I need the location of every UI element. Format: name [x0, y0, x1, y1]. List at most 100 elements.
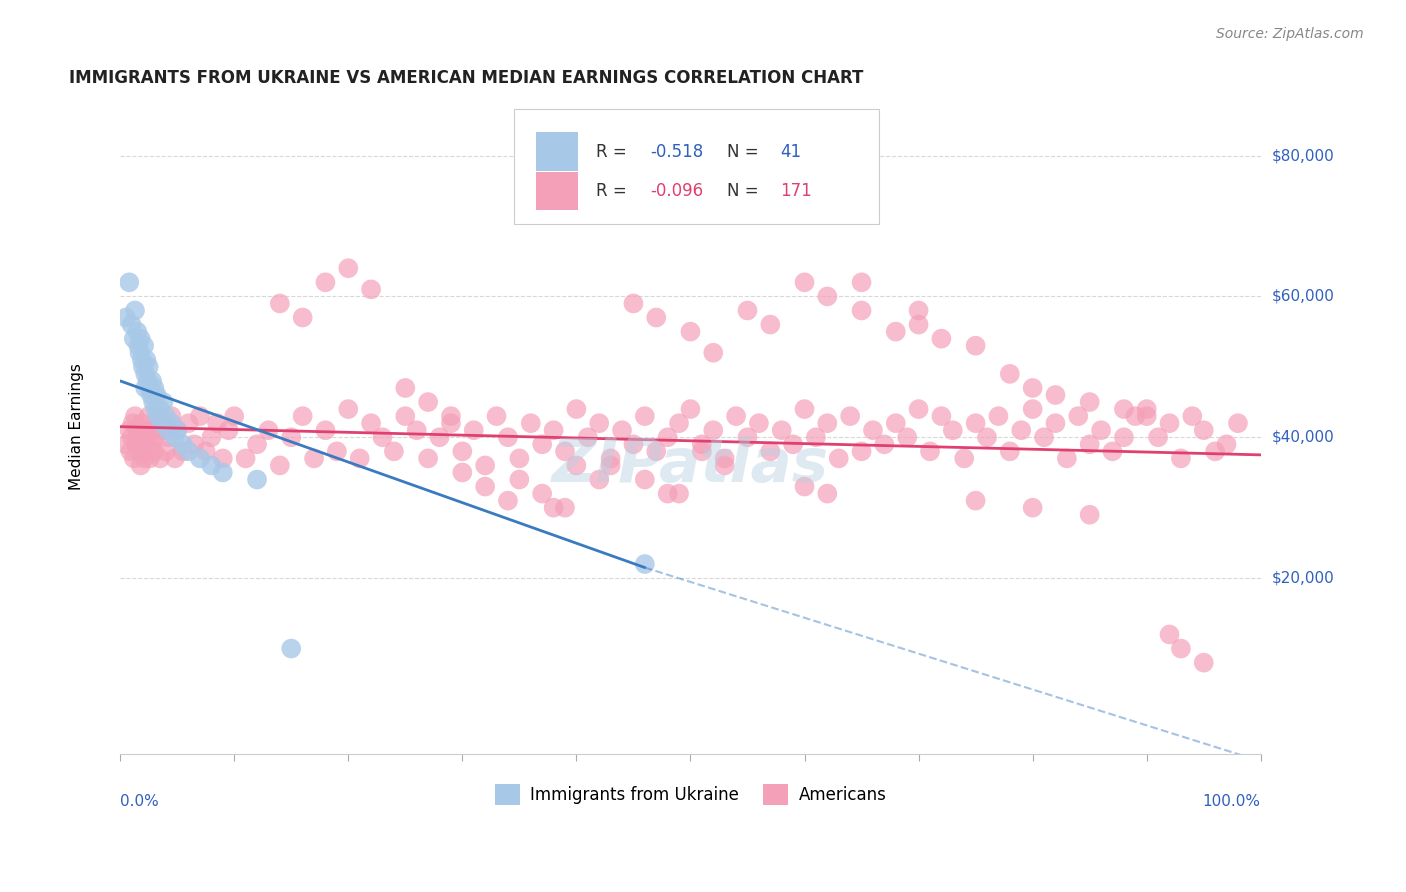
Point — [291, 409, 314, 424]
Point — [474, 479, 496, 493]
Point — [155, 444, 177, 458]
Point — [139, 451, 162, 466]
Point — [531, 486, 554, 500]
Point — [862, 423, 884, 437]
Point — [1078, 395, 1101, 409]
Point — [120, 444, 142, 458]
Text: $60,000: $60,000 — [1272, 289, 1334, 304]
Point — [657, 486, 679, 500]
Point — [953, 451, 976, 466]
Point — [873, 437, 896, 451]
Point — [280, 430, 302, 444]
Point — [713, 458, 735, 473]
Point — [138, 359, 160, 374]
Point — [150, 423, 173, 437]
Point — [150, 416, 173, 430]
Point — [1056, 451, 1078, 466]
Point — [942, 423, 965, 437]
Point — [690, 444, 713, 458]
Point — [793, 402, 815, 417]
Point — [160, 416, 183, 430]
Point — [314, 423, 336, 437]
Point — [188, 409, 211, 424]
Point — [124, 303, 146, 318]
Point — [394, 381, 416, 395]
Point — [1147, 430, 1170, 444]
Point — [132, 359, 155, 374]
Text: -0.518: -0.518 — [651, 143, 704, 161]
Point — [145, 430, 167, 444]
Point — [127, 444, 149, 458]
Point — [1101, 444, 1123, 458]
Point — [815, 486, 838, 500]
Point — [623, 296, 645, 310]
Text: R =: R = — [596, 143, 627, 161]
Point — [851, 303, 873, 318]
Point — [121, 416, 143, 430]
Point — [451, 444, 474, 458]
Point — [132, 339, 155, 353]
Point — [145, 402, 167, 417]
Point — [1010, 423, 1032, 437]
Point — [146, 409, 169, 424]
Point — [131, 352, 153, 367]
Point — [1215, 437, 1237, 451]
Point — [349, 451, 371, 466]
Point — [987, 409, 1010, 424]
Point — [759, 444, 782, 458]
Text: -0.096: -0.096 — [651, 182, 703, 200]
Point — [463, 423, 485, 437]
Point — [828, 451, 851, 466]
Point — [554, 444, 576, 458]
Point — [1204, 444, 1226, 458]
Point — [884, 416, 907, 430]
Point — [128, 345, 150, 359]
Text: 41: 41 — [780, 143, 801, 161]
Point — [143, 444, 166, 458]
Text: ZIPatlas: ZIPatlas — [553, 436, 830, 495]
Point — [125, 437, 148, 451]
Point — [224, 409, 246, 424]
Point — [931, 409, 953, 424]
Point — [257, 423, 280, 437]
Point — [1159, 627, 1181, 641]
Point — [132, 451, 155, 466]
FancyBboxPatch shape — [537, 171, 578, 211]
Point — [496, 430, 519, 444]
Point — [634, 557, 657, 571]
Point — [200, 458, 222, 473]
Point — [134, 423, 156, 437]
Point — [668, 486, 690, 500]
Point — [139, 437, 162, 451]
Point — [1112, 430, 1135, 444]
Point — [132, 437, 155, 451]
Point — [128, 430, 150, 444]
Text: 100.0%: 100.0% — [1202, 794, 1261, 808]
Point — [136, 430, 159, 444]
Point — [645, 310, 668, 325]
Point — [508, 473, 530, 487]
Point — [998, 444, 1021, 458]
Point — [725, 409, 748, 424]
Point — [118, 275, 141, 289]
Text: $80,000: $80,000 — [1272, 148, 1334, 163]
Point — [139, 388, 162, 402]
Text: IMMIGRANTS FROM UKRAINE VS AMERICAN MEDIAN EARNINGS CORRELATION CHART: IMMIGRANTS FROM UKRAINE VS AMERICAN MEDI… — [69, 69, 863, 87]
Point — [1021, 402, 1043, 417]
Point — [588, 473, 610, 487]
Point — [815, 416, 838, 430]
Point — [931, 332, 953, 346]
Point — [657, 430, 679, 444]
Text: Source: ZipAtlas.com: Source: ZipAtlas.com — [1216, 27, 1364, 41]
Point — [1021, 500, 1043, 515]
Point — [1181, 409, 1204, 424]
Point — [907, 318, 929, 332]
Point — [149, 451, 172, 466]
Point — [246, 473, 269, 487]
Point — [145, 388, 167, 402]
Point — [194, 444, 217, 458]
Point — [918, 444, 941, 458]
Point — [976, 430, 998, 444]
Point — [907, 402, 929, 417]
Point — [554, 500, 576, 515]
